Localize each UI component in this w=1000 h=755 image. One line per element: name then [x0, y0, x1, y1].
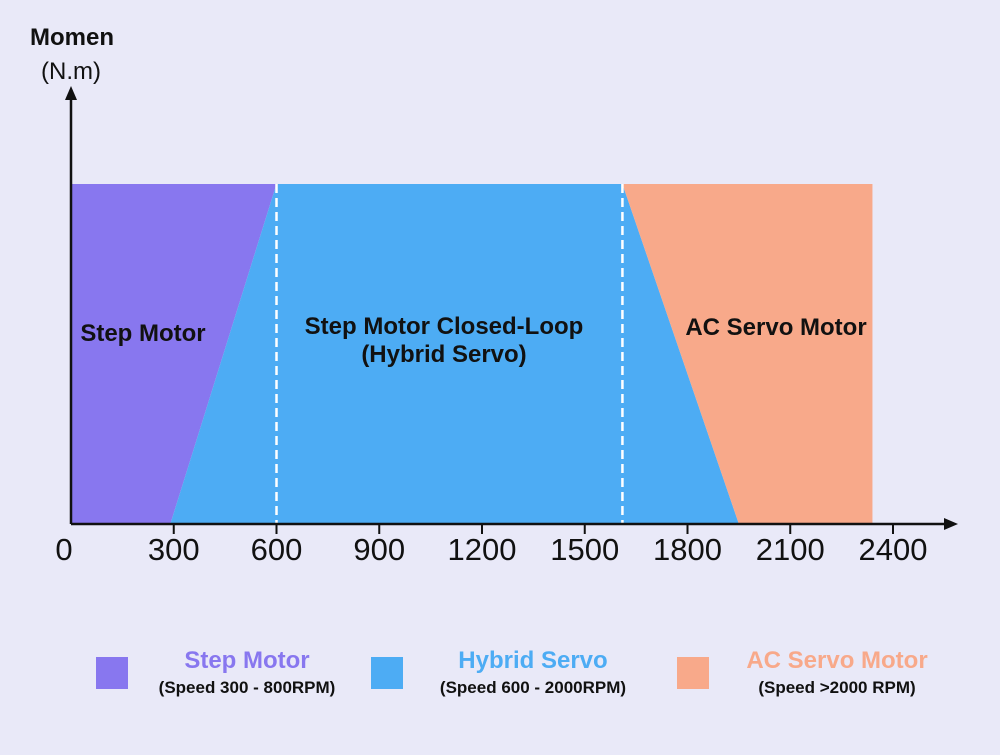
y-axis-arrow [65, 86, 77, 100]
chart-axes [65, 86, 958, 530]
region-label-ac-servo: AC Servo Motor [685, 314, 866, 341]
legend-item-ac-servo: AC Servo Motor (Speed >2000 RPM) [677, 640, 947, 710]
y-axis-unit: (N.m) [41, 58, 101, 85]
x-tick-label-0: 0 [55, 532, 72, 567]
legend-name-ac-servo: AC Servo Motor [746, 647, 928, 674]
region-hybrid-servo [170, 184, 739, 524]
region-boundaries [275, 184, 624, 524]
region-ac-servo-motor [622, 184, 873, 524]
chart-regions [71, 184, 873, 524]
region-step-motor [71, 184, 277, 524]
legend-swatch-hybrid-servo [371, 657, 403, 689]
legend-name-step-motor: Step Motor [184, 647, 310, 674]
region-label-step-motor: Step Motor [80, 320, 205, 347]
legend-name-hybrid-servo: Hybrid Servo [458, 647, 608, 674]
y-axis-title: Momen [30, 24, 114, 51]
legend-item-step-motor: Step Motor (Speed 300 - 800RPM) [96, 640, 356, 710]
x-tick-label-300: 300 [148, 532, 200, 567]
legend-swatch-step-motor [96, 657, 128, 689]
x-axis-ticks: 0 300 600 900 1200 1500 1800 2100 2400 [55, 524, 927, 567]
chart-legend: Step Motor (Speed 300 - 800RPM) Hybrid S… [0, 640, 1000, 720]
legend-desc-hybrid-servo: (Speed 600 - 2000RPM) [439, 678, 627, 697]
x-tick-label-1200: 1200 [448, 532, 517, 567]
x-axis-arrow [944, 518, 958, 530]
x-tick-label-2400: 2400 [859, 532, 928, 567]
x-tick-label-1500: 1500 [550, 532, 619, 567]
motor-speed-torque-chart: 0 300 600 900 1200 1500 1800 2100 2400 Momen (N.… [30, 24, 958, 567]
region-label-hybrid-line2: (Hybrid Servo) [361, 341, 526, 368]
x-tick-label-900: 900 [353, 532, 405, 567]
legend-desc-ac-servo: (Speed >2000 RPM) [758, 678, 916, 697]
x-tick-label-2100: 2100 [756, 532, 825, 567]
legend-item-hybrid-servo: Hybrid Servo (Speed 600 - 2000RPM) [371, 640, 651, 710]
legend-swatch-ac-servo [677, 657, 709, 689]
legend-desc-step-motor: (Speed 300 - 800RPM) [158, 678, 336, 697]
region-label-hybrid-line1: Step Motor Closed-Loop [305, 313, 584, 340]
x-tick-label-600: 600 [251, 532, 303, 567]
x-tick-label-1800: 1800 [653, 532, 722, 567]
region-labels: Step Motor Step Motor Closed-Loop (Hybri… [80, 313, 866, 368]
